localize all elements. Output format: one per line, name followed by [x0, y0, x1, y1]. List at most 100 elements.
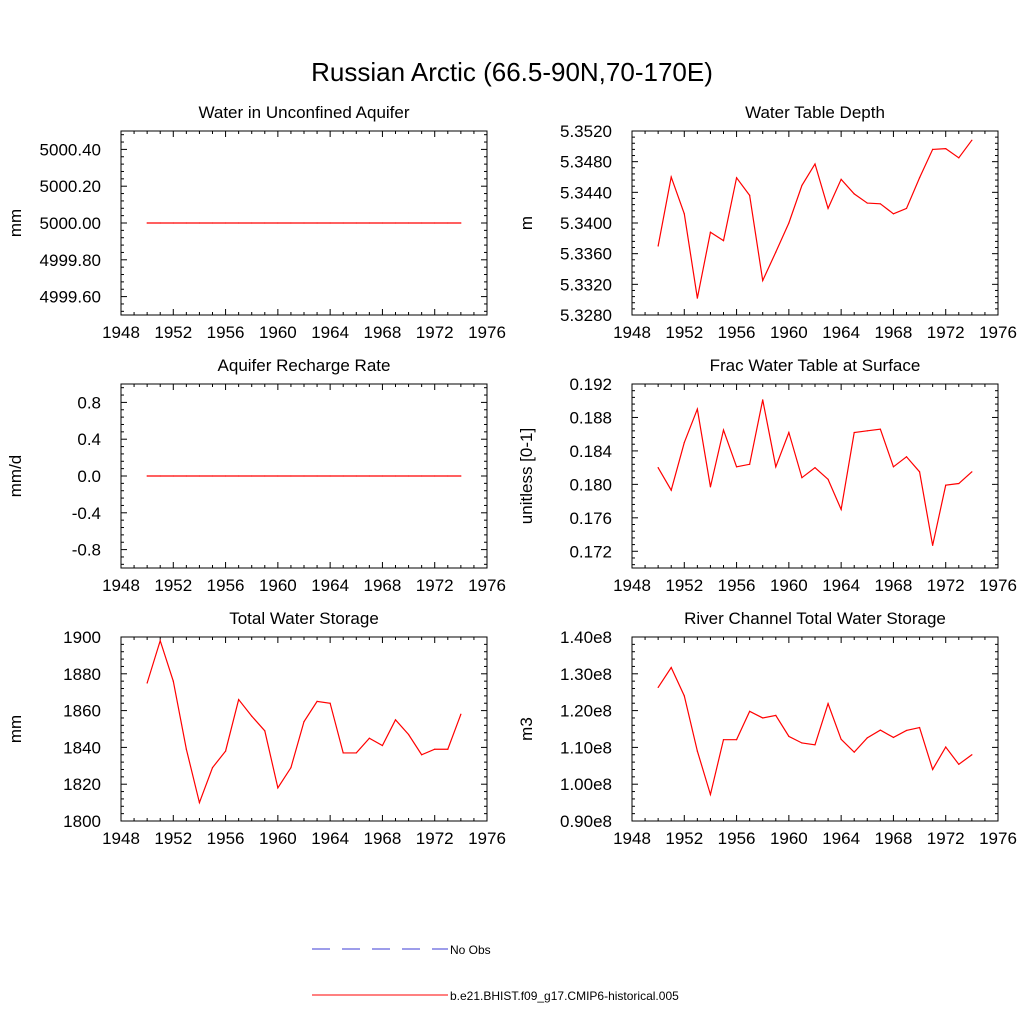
x-tick-label: 1948	[102, 323, 140, 342]
data-point	[892, 466, 895, 468]
x-tick-label: 1952	[665, 576, 703, 595]
data-point	[683, 213, 685, 215]
y-tick-label: 0.172	[569, 542, 612, 561]
data-point	[814, 163, 816, 165]
data-point	[185, 475, 187, 477]
data-point	[853, 751, 855, 753]
x-tick-label: 1972	[416, 829, 454, 848]
y-tick-label: 0.0	[77, 467, 101, 486]
data-point	[945, 148, 947, 150]
data-point	[801, 184, 803, 187]
panel-title-water-in-unconfined-aquifer: Water in Unconfined Aquifer	[198, 103, 409, 122]
data-point	[264, 730, 266, 732]
y-tick-label: 1.30e8	[560, 665, 612, 684]
x-tick-label: 1956	[718, 576, 756, 595]
y-tick-label: 1880	[63, 665, 101, 684]
data-point	[866, 430, 868, 432]
data-point	[368, 475, 370, 477]
y-axis-label-water-table-depth: m	[517, 216, 536, 230]
x-tick-label: 1948	[613, 829, 651, 848]
data-point	[434, 475, 436, 477]
data-point	[368, 222, 370, 224]
y-tick-label: 5.3400	[560, 214, 612, 233]
data-point	[198, 475, 201, 477]
data-point	[303, 475, 305, 477]
figure-title: Russian Arctic (66.5-90N,70-170E)	[311, 57, 713, 87]
data-point	[407, 733, 410, 736]
data-point	[722, 429, 725, 431]
data-point	[329, 222, 331, 224]
y-axis-label-total-water-storage: mm	[6, 715, 25, 743]
x-tick-label: 1968	[875, 576, 913, 595]
data-point	[788, 735, 790, 737]
x-tick-label: 1952	[154, 323, 192, 342]
data-point	[211, 222, 214, 224]
data-point	[238, 222, 240, 224]
x-tick-label: 1964	[822, 829, 860, 848]
data-point	[394, 475, 397, 477]
x-tick-label: 1976	[468, 323, 506, 342]
y-tick-label: 0.180	[569, 475, 612, 494]
data-point	[709, 793, 712, 796]
data-point	[827, 478, 829, 480]
data-point	[251, 715, 253, 717]
data-point	[368, 737, 370, 739]
legend: No Obs b.e21.BHIST.f09_g17.CMIP6-histori…	[312, 943, 679, 1003]
data-point	[238, 475, 240, 477]
data-point	[958, 763, 960, 765]
panel-title-total-water-storage: Total Water Storage	[229, 609, 379, 628]
data-point	[958, 482, 960, 485]
y-tick-label: 5000.40	[40, 140, 101, 159]
y-tick-label: 1900	[63, 628, 101, 647]
data-point	[670, 666, 672, 669]
data-point	[251, 475, 253, 477]
y-tick-label: 0.8	[77, 393, 101, 412]
x-tick-label: 1976	[979, 323, 1017, 342]
data-point	[447, 748, 449, 750]
panel-title-water-table-depth: Water Table Depth	[745, 103, 885, 122]
data-point	[172, 680, 174, 682]
data-point	[657, 245, 659, 247]
data-point	[840, 178, 842, 180]
data-point	[735, 739, 738, 741]
data-point	[421, 754, 423, 756]
y-tick-label: 5000.00	[40, 214, 101, 233]
data-point	[394, 222, 397, 224]
x-tick-label: 1968	[875, 829, 913, 848]
data-point	[958, 157, 960, 159]
data-point	[775, 466, 777, 468]
x-tick-label: 1960	[770, 576, 808, 595]
data-point	[264, 475, 266, 477]
y-axis-label-river-channel-total-water-storage: m3	[517, 717, 536, 741]
data-point	[407, 475, 410, 477]
y-tick-label: 1.40e8	[560, 628, 612, 647]
data-point	[905, 729, 908, 732]
x-tick-label: 1972	[927, 323, 965, 342]
data-point	[303, 721, 305, 723]
data-point	[762, 717, 764, 719]
data-point	[722, 240, 725, 242]
x-tick-label: 1964	[311, 829, 349, 848]
data-point	[355, 222, 357, 224]
x-tick-label: 1968	[364, 829, 402, 848]
data-point	[879, 729, 881, 731]
y-tick-label: 0.176	[569, 509, 612, 528]
y-tick-label: 1860	[63, 702, 101, 721]
data-point	[749, 194, 751, 196]
data-point	[447, 222, 449, 224]
data-point	[762, 279, 764, 282]
data-point	[892, 213, 895, 215]
data-point	[159, 222, 161, 224]
data-point	[879, 203, 881, 205]
y-tick-label: 5.3480	[560, 153, 612, 172]
legend-item-model-run: b.e21.BHIST.f09_g17.CMIP6-historical.005	[312, 989, 679, 1003]
data-point	[905, 456, 908, 458]
data-point	[316, 700, 318, 703]
data-point	[905, 207, 908, 210]
x-tick-label: 1948	[613, 323, 651, 342]
y-tick-label: 5.3440	[560, 183, 612, 202]
data-point	[879, 428, 881, 430]
data-point	[277, 787, 279, 789]
y-axis-label-aquifer-recharge-rate: mm/d	[6, 455, 25, 498]
data-point	[918, 471, 921, 473]
